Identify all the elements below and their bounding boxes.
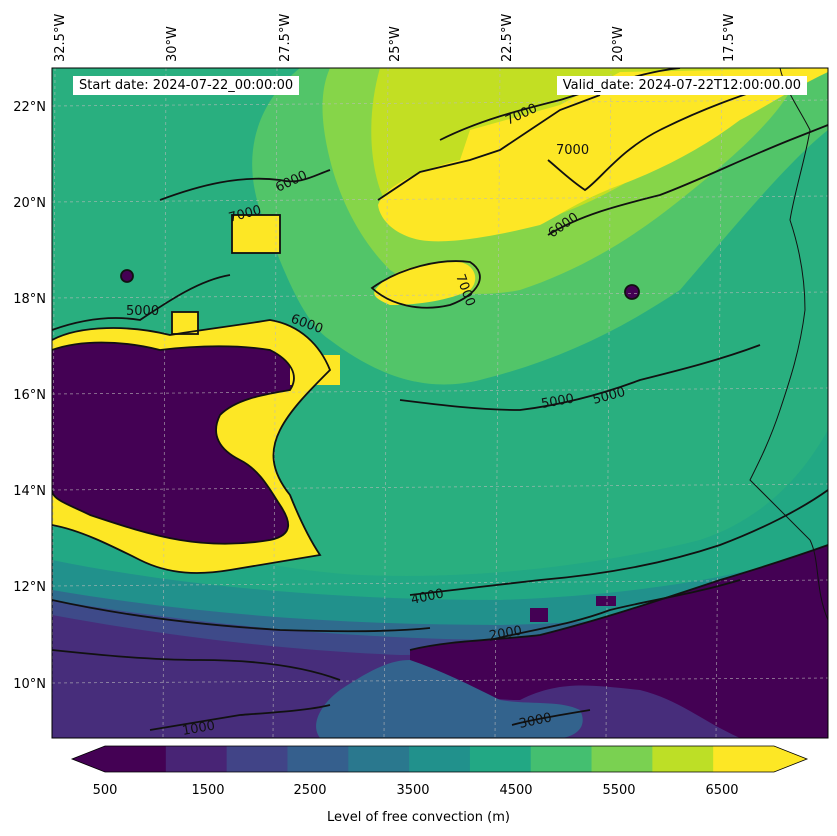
colorbar-segment — [591, 746, 653, 772]
contour-label: 7000 — [556, 143, 589, 158]
colorbar-segment — [105, 746, 167, 772]
contour-label: 4000 — [410, 586, 445, 608]
colorbar-extend-max — [774, 746, 807, 772]
colorbar-segment — [348, 746, 410, 772]
field-blob-4 — [172, 312, 198, 334]
contour-label: 5000 — [126, 304, 159, 319]
colorbar-tick-label: 3500 — [396, 783, 429, 798]
field-blue-channel — [316, 660, 583, 738]
field-blob-6 — [530, 608, 548, 622]
contour-label: 1000 — [181, 718, 216, 739]
field-min-se — [410, 545, 828, 738]
colorbar-tick-label: 6500 — [705, 783, 738, 798]
colorbar-segment — [652, 746, 714, 772]
colorbar-title: Level of free convection (m) — [327, 810, 510, 825]
latitude-labels: 22°N 20°N 18°N 16°N 14°N 12°N 10°N — [13, 100, 46, 692]
lon-label: 20°W — [611, 26, 626, 62]
contour-label: 5000 — [540, 391, 575, 412]
field-blob-3 — [232, 215, 280, 253]
lat-label: 12°N — [13, 580, 46, 595]
lon-label: 25°W — [388, 26, 403, 62]
colorbar-segment — [469, 746, 532, 772]
colorbar-tick-label: 5500 — [602, 783, 635, 798]
colorbar-tick-labels: 500 1500 2500 3500 4500 5500 6500 — [93, 783, 739, 798]
colorbar — [70, 745, 809, 773]
contour-label: 3000 — [518, 710, 553, 732]
map-plot-area — [52, 68, 828, 738]
colorbar-segment — [165, 746, 228, 772]
lon-label: 17.5°W — [722, 14, 737, 62]
colorbar-segment — [530, 746, 593, 772]
lat-label: 10°N — [13, 677, 46, 692]
valid-date-label: Valid_date: 2024-07-22T12:00:00.00 — [556, 76, 807, 95]
colorbar-segment — [226, 746, 288, 772]
field-blob-5 — [596, 596, 616, 606]
field-blob-1 — [121, 270, 133, 282]
lon-label: 32.5°W — [53, 14, 68, 62]
colorbar-extend-min — [72, 746, 105, 772]
lat-label: 20°N — [13, 196, 46, 211]
field-blob-7 — [290, 355, 340, 385]
field-max-ne — [378, 68, 828, 242]
lat-label: 18°N — [13, 292, 46, 307]
colorbar-tick-label: 4500 — [499, 783, 532, 798]
map-frame — [51, 67, 829, 739]
colorbar-segment — [287, 746, 349, 772]
colorbar-segment — [713, 746, 775, 772]
lon-label: 30°W — [165, 26, 180, 62]
contour-lines — [52, 68, 828, 731]
colorbar-tick-label: 1500 — [191, 783, 224, 798]
lat-label: 16°N — [13, 388, 46, 403]
field-blob-2 — [625, 285, 639, 299]
colorbar-segment — [409, 746, 471, 772]
lat-label: 22°N — [13, 100, 46, 115]
longitude-labels: 32.5°W 30°W 27.5°W 25°W 22.5°W 20°W 17.5… — [53, 14, 737, 62]
start-date-label: Start date: 2024-07-22_00:00:00 — [73, 76, 300, 95]
colorbar-outline — [70, 745, 809, 773]
field-band-4500 — [52, 430, 828, 621]
african-coastline — [749, 68, 828, 621]
lon-label: 27.5°W — [278, 14, 293, 62]
colorbar-tick-label: 500 — [93, 783, 118, 798]
lat-label: 14°N — [13, 484, 46, 499]
lon-label: 22.5°W — [500, 14, 515, 62]
colorbar-tick-label: 2500 — [293, 783, 326, 798]
contour-label: 2000 — [488, 623, 523, 644]
